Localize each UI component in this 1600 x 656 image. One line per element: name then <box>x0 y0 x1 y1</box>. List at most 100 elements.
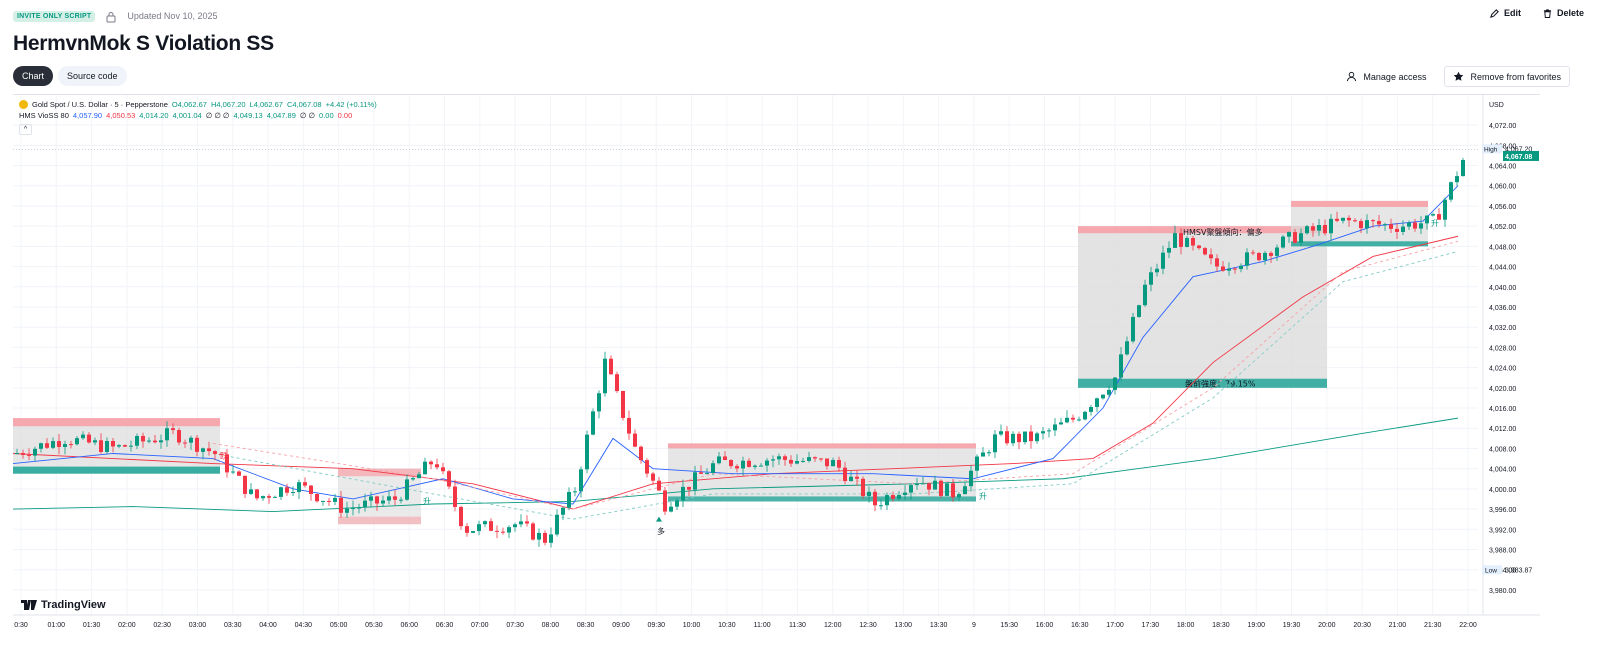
candle-body <box>1377 221 1381 225</box>
candle-body <box>759 465 763 467</box>
candle-body <box>519 521 523 525</box>
candle-body <box>1263 252 1267 261</box>
signal-marker: 升 <box>1431 219 1439 228</box>
y-tick-label: 3,988.00 <box>1489 547 1516 554</box>
candle-body <box>1443 199 1447 220</box>
candle-body <box>927 483 931 490</box>
lock-icon <box>105 10 117 23</box>
x-tick-label: 15:30 <box>1000 622 1018 629</box>
buy-arrow-marker <box>656 516 662 522</box>
indicator-name[interactable]: HMS VioSS 80 <box>19 111 69 120</box>
x-tick-label: 12:30 <box>859 622 877 629</box>
candle-body <box>315 494 319 502</box>
candle-body <box>129 445 133 447</box>
candle-body <box>1149 272 1153 285</box>
candle-body <box>135 435 139 446</box>
candle-body <box>987 452 991 454</box>
candle-body <box>1311 226 1315 231</box>
candle-body <box>1449 182 1453 200</box>
price-chart[interactable]: 4,072.00 4,068.00 4,064.00 4,060.00 4,056.00… <box>13 95 1540 635</box>
tradingview-logo[interactable]: TradingView <box>21 599 106 611</box>
candle-body <box>57 441 61 447</box>
candle-body <box>651 473 655 481</box>
candle-body <box>1107 389 1111 395</box>
y-tick-label: 4,072.00 <box>1489 123 1516 130</box>
delete-button[interactable]: Delete <box>1543 8 1584 18</box>
candle-body <box>945 483 949 496</box>
manage-access-button[interactable]: Manage access <box>1338 66 1434 87</box>
candle-body <box>153 440 157 443</box>
candle-body <box>981 452 985 457</box>
candle-body <box>855 476 859 479</box>
x-tick-label: 21:30 <box>1424 622 1442 629</box>
candle-body <box>537 532 541 540</box>
candle-body <box>381 500 385 504</box>
signal-marker: 多 <box>657 526 665 536</box>
candle-body <box>1413 222 1417 229</box>
candle-body <box>1257 252 1261 261</box>
candle-body <box>1173 233 1177 248</box>
y-tick-label: 4,044.00 <box>1489 265 1516 272</box>
candle-body <box>1059 422 1063 425</box>
x-tick-label: 17:00 <box>1106 622 1124 629</box>
zone-bottom-band <box>1078 378 1327 388</box>
view-tabs: Chart Source code <box>13 66 127 86</box>
symbol-name: Gold Spot / U.S. Dollar · 5 · Pepperston… <box>32 100 168 109</box>
candle-body <box>1065 417 1069 423</box>
candle-body <box>555 514 559 535</box>
remove-favorites-button[interactable]: Remove from favorites <box>1444 66 1570 87</box>
x-tick-label: 13:30 <box>930 622 948 629</box>
candle-body <box>525 521 529 524</box>
gold-coin-icon <box>19 100 28 109</box>
x-tick-label: 07:00 <box>471 622 489 629</box>
candle-body <box>543 532 547 543</box>
band-lower-dashed <box>212 250 1459 520</box>
zone-bottom-band <box>1291 241 1428 247</box>
candle-body <box>1143 284 1147 306</box>
candle-body <box>597 393 601 412</box>
candle-body <box>147 440 151 442</box>
tradingview-brand: TradingView <box>41 599 106 611</box>
candle-body <box>1293 232 1297 243</box>
candle-body <box>501 531 505 533</box>
candle-body <box>1353 220 1357 222</box>
candle-body <box>471 531 475 533</box>
candle-body <box>105 440 109 452</box>
candle-body <box>393 496 397 500</box>
candle-body <box>1215 258 1219 267</box>
collapse-legend-button[interactable]: ^ <box>19 124 32 135</box>
x-tick-label: 08:00 <box>542 622 560 629</box>
candle-body <box>1047 430 1051 432</box>
tab-source-code[interactable]: Source code <box>58 66 127 86</box>
candle-body <box>39 443 43 449</box>
candle-body <box>741 460 745 469</box>
candle-body <box>1209 254 1213 259</box>
candle-body <box>1077 419 1081 421</box>
candle-body <box>1083 411 1087 420</box>
candle-body <box>1317 224 1321 231</box>
zone-strength-label: 盤前強度：79.15% <box>1185 379 1256 389</box>
candle-body <box>561 507 565 515</box>
x-tick-label: 05:30 <box>365 622 383 629</box>
chart-container[interactable]: 4,072.00 4,068.00 4,064.00 4,060.00 4,056.00… <box>13 94 1540 634</box>
candle-body <box>921 483 925 485</box>
zone-bottom-band <box>338 516 421 525</box>
candle-body <box>675 500 679 507</box>
last-price-badge <box>1503 150 1539 161</box>
zone-bottom-band <box>13 466 220 474</box>
candle-body <box>891 495 895 499</box>
candle-body <box>807 457 811 461</box>
candle-body <box>483 521 487 525</box>
candle-body <box>309 485 313 495</box>
candle-body <box>729 459 733 467</box>
candle-body <box>1395 228 1399 232</box>
x-tick-label: 0:30 <box>14 622 28 629</box>
candle-body <box>627 417 631 434</box>
x-tick-label: 18:00 <box>1177 622 1195 629</box>
candle-body <box>87 434 91 443</box>
candle-body <box>645 460 649 474</box>
edit-button[interactable]: Edit <box>1490 8 1521 18</box>
candle-body <box>1437 214 1441 220</box>
candle-body <box>201 448 205 452</box>
tab-chart[interactable]: Chart <box>13 66 54 86</box>
